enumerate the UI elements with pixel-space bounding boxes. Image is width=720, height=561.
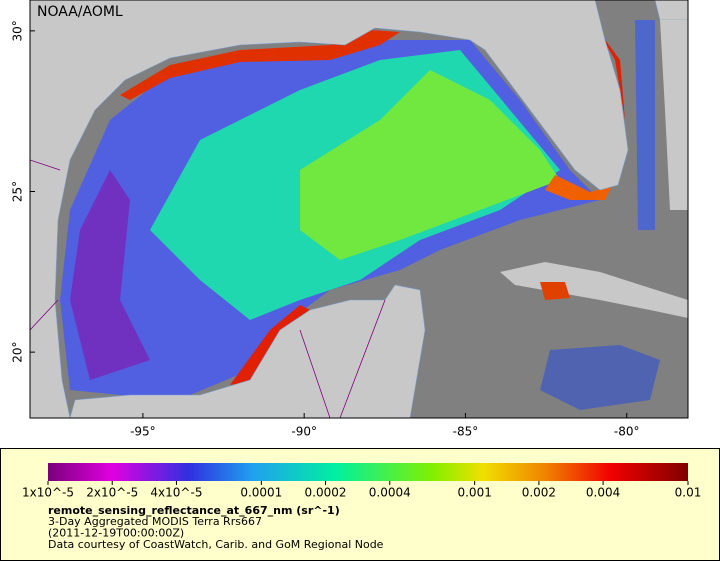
coastal-band <box>540 282 570 300</box>
coastal-band <box>545 175 612 200</box>
colorbar-tick-label: 1x10^-5 <box>22 486 74 500</box>
border-line <box>30 159 386 418</box>
coastal-band <box>598 30 625 120</box>
colorbar-tick-label: 0.01 <box>675 486 702 500</box>
axes: -95° -90° -85° -80° 30° 25° 20° <box>11 20 640 438</box>
y-tick-label: 25° <box>11 181 25 202</box>
legend-lines: 3-Day Aggregated MODIS Terra Rrs667(2011… <box>48 515 384 551</box>
land-cuba <box>500 262 688 318</box>
colorbar <box>48 463 688 481</box>
land-bahamas <box>660 20 688 210</box>
x-tick-label: -85° <box>453 425 479 439</box>
map-frame <box>29 0 689 419</box>
legend-line: (2011-12-19T00:00:00Z) <box>48 527 184 540</box>
colorbar-tick-label: 4x10^-5 <box>150 486 202 500</box>
coastal-band <box>120 30 400 100</box>
legend-line: 3-Day Aggregated MODIS Terra Rrs667 <box>48 515 262 528</box>
data-swath <box>540 345 660 410</box>
colorbar-ticks: 1x10^-5 2x10^-5 4x10^-5 0.0001 0.0002 0.0004 0… <box>22 481 701 500</box>
colorbar-tick-label: 0.002 <box>522 486 556 500</box>
legend-title: remote_sensing_reflectance_at_667_nm (sr… <box>48 504 340 517</box>
legend-line: Data courtesy of CoastWatch, Carib. and … <box>48 538 384 551</box>
data-swath <box>635 20 655 230</box>
data-swath <box>300 70 560 260</box>
x-tick-label: -80° <box>614 425 640 439</box>
colorbar-tick-label: 0.0002 <box>305 486 347 500</box>
land-mexico <box>69 284 426 418</box>
colorbar-tick-label: 0.004 <box>586 486 620 500</box>
x-tick-label: -95° <box>130 425 156 439</box>
colorbar-tick-label: 0.001 <box>457 486 491 500</box>
colorbar-tick-label: 2x10^-5 <box>86 486 138 500</box>
colorbar-tick-label: 0.0004 <box>369 486 411 500</box>
land-north-america <box>30 0 688 418</box>
data-swath <box>70 170 150 380</box>
map <box>30 0 688 418</box>
colorbar-tick-label: 0.0001 <box>240 486 282 500</box>
x-tick-label: -90° <box>291 425 317 439</box>
watermark: NOAA/AOML <box>37 4 123 20</box>
y-tick-label: 30° <box>11 20 25 41</box>
y-tick-label: 20° <box>11 341 25 362</box>
